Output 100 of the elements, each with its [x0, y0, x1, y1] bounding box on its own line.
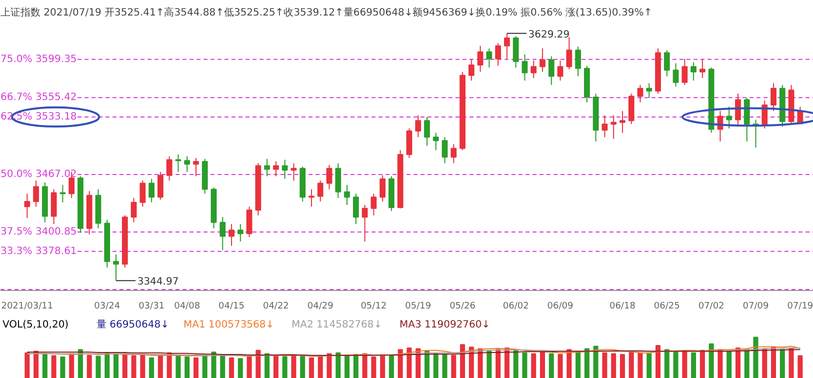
candlestick: [406, 128, 412, 158]
bar: [558, 354, 563, 378]
candlestick: [220, 216, 226, 251]
candlestick: [726, 106, 732, 129]
candlestick: [326, 164, 332, 190]
bar: [388, 354, 394, 378]
x-tick-label: 2021/03/11: [1, 302, 54, 312]
candlestick: [682, 58, 688, 86]
text: MA3 119092760↓: [400, 319, 490, 330]
candlestick: [424, 116, 430, 146]
bar: [308, 357, 314, 378]
bar: [664, 349, 670, 378]
candlestick: [432, 132, 439, 151]
x-tick-label: 03/31: [138, 302, 165, 312]
candlestick: [290, 162, 297, 182]
x-tick-label: 04/29: [307, 302, 334, 312]
text: MA1 100573568↓: [184, 319, 274, 330]
candlestick: [468, 58, 474, 82]
bar: [602, 352, 608, 378]
candlestick: [24, 193, 30, 218]
bar: [620, 354, 625, 378]
bar: [673, 352, 678, 378]
bar: [131, 355, 136, 378]
bar: [646, 353, 652, 378]
candlestick: [672, 62, 679, 88]
bar: [336, 352, 341, 378]
candlestick: [246, 206, 252, 238]
bar: [264, 353, 270, 378]
bar: [114, 354, 119, 378]
bar: [353, 354, 358, 378]
bar: [540, 352, 545, 378]
bar: [708, 343, 714, 378]
bar: [762, 348, 768, 378]
bar: [798, 355, 803, 378]
bar: [691, 352, 696, 378]
bar: [51, 355, 56, 378]
candlestick: [602, 114, 608, 138]
ref-line-label: 37.5% 3400.85: [0, 226, 77, 238]
bar: [291, 354, 296, 378]
candlestick: [362, 204, 368, 242]
candlestick: [442, 136, 448, 164]
bar: [682, 350, 688, 378]
bar: [282, 356, 288, 378]
bar: [60, 356, 66, 378]
candlestick: [557, 60, 564, 82]
ref-line-label: 66.7% 3555.42: [0, 92, 77, 104]
bar: [69, 353, 74, 378]
bar: [780, 349, 785, 378]
candlestick: [637, 84, 644, 103]
candlestick: [193, 157, 199, 177]
candlestick: [522, 54, 528, 82]
candlestick: [335, 162, 342, 198]
bar: [104, 352, 110, 378]
bar: [300, 354, 306, 378]
x-tick-label: 04/22: [262, 302, 289, 312]
bar: [628, 350, 634, 378]
bar: [576, 350, 581, 378]
x-tick-label: 07/09: [742, 302, 769, 312]
candlestick: [664, 50, 670, 77]
x-tick-label: 05/26: [450, 302, 476, 312]
x-tick-label: 05/19: [405, 302, 432, 312]
bar: [158, 354, 163, 378]
bar: [460, 344, 466, 378]
candlestick: [148, 178, 154, 203]
bar: [726, 350, 732, 378]
bar: [442, 354, 448, 378]
bar: [486, 350, 492, 378]
candlestick: [566, 36, 572, 70]
candlestick: [548, 56, 554, 86]
bar: [246, 356, 252, 378]
candlestick: [495, 42, 502, 66]
candlestick: [130, 197, 137, 223]
x-tick-label: 06/25: [654, 302, 680, 312]
candlestick: [273, 160, 279, 177]
candlestick: [540, 48, 546, 72]
candlestick: [477, 45, 484, 72]
bar: [149, 357, 154, 378]
bar: [593, 346, 598, 378]
x-tick-label: 06/09: [547, 302, 574, 312]
text: MA2 114582768↓: [292, 319, 382, 330]
bar: [122, 353, 128, 378]
candlestick: [530, 60, 537, 78]
candlestick: [50, 188, 57, 225]
bar: [326, 353, 332, 378]
candlestick: [575, 46, 581, 77]
bar: [753, 336, 758, 378]
ref-line-label: 33.3% 3378.61: [0, 246, 77, 257]
bar: [584, 348, 590, 378]
bar: [96, 356, 101, 378]
bar: [531, 353, 536, 378]
candlestick: [620, 110, 626, 134]
annotation: 3344.97: [137, 276, 179, 288]
bar: [184, 356, 190, 378]
bar: [398, 349, 403, 378]
x-tick-label: 04/15: [218, 302, 244, 312]
candlestick: [352, 193, 359, 225]
bar: [788, 347, 794, 378]
bar: [548, 353, 554, 378]
candlestick: [344, 184, 350, 206]
bar: [513, 350, 518, 378]
